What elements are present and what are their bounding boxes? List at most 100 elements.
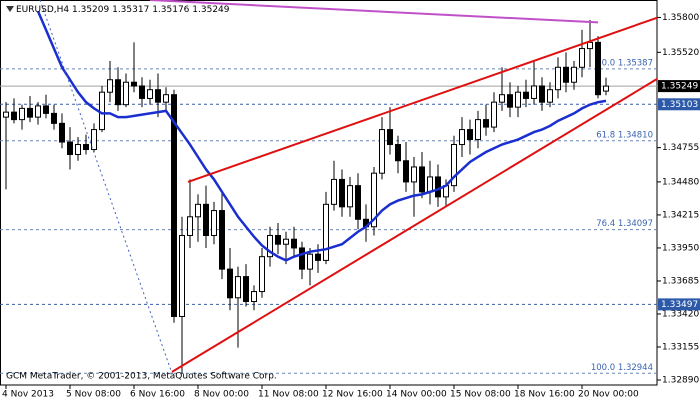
candle-body [251,291,257,303]
candle-body [291,238,297,249]
candle-body [19,107,25,121]
candle-body [347,185,353,208]
candle-body [3,111,9,118]
candle-body [259,256,265,293]
candle-body [195,203,201,218]
candle-body [483,119,489,128]
candle-body [539,85,545,103]
candle-body [467,129,473,141]
candle-body [203,203,209,236]
candle-body [131,81,137,87]
y-tick-label: 1.32890 [662,376,699,386]
candle-body [219,210,225,270]
candle-body [387,129,393,146]
x-tick-label: 8 Nov 00:00 [194,390,249,400]
candle-body [427,176,433,193]
candle-body [315,253,321,261]
candle-body [155,89,161,103]
candle-body [299,247,305,270]
candle-body [523,91,529,99]
candle-body [67,141,73,155]
level-badge-label: 1.33497 [661,300,698,310]
high-price: 1.35317 [112,5,149,15]
fib-label: 61.8 1.34810 [596,130,653,140]
candle-body [547,89,553,103]
y-tick-label: 1.34755 [662,143,699,153]
candle-body [339,178,345,208]
candle-body [267,234,273,258]
y-tick-label: 1.33155 [662,342,699,352]
fib-label: 50.0 1.35387 [596,58,653,68]
candle-body [43,105,49,114]
candle-body [107,79,113,93]
candle-body [403,160,409,183]
candle-body [395,144,401,162]
candle-body [59,122,65,143]
x-tick-label: 12 Nov 16:00 [322,390,383,400]
candle-body [139,85,145,99]
plot-frame [0,0,658,386]
candle-body [531,85,537,99]
y-tick-label: 1.35800 [662,13,699,23]
level-badge-label: 1.35103 [661,100,698,110]
candle-body [371,172,377,228]
x-tick-label: 20 Nov 00:00 [578,390,639,400]
x-tick-label: 15 Nov 08:00 [450,390,511,400]
trendline [149,0,599,24]
trendline [171,77,657,373]
candle-body [243,276,249,303]
candle-body [515,91,521,108]
candle-body [459,129,465,146]
trendline [39,0,173,374]
candle-body [91,129,97,151]
candle-body [171,94,177,317]
current-price-label: 1.35249 [661,82,698,92]
candle-body [603,85,609,92]
candle-body [51,112,57,124]
candle-body [507,94,513,108]
candle-body [323,203,329,261]
x-tick-label: 14 Nov 00:00 [386,390,447,400]
candle-body [75,144,81,155]
candle-body [435,176,441,198]
level-badge [658,298,700,311]
y-tick-label: 1.34215 [662,210,699,220]
candle-body [563,66,569,83]
candle-body [283,238,289,245]
candle-body [11,111,17,121]
y-tick-label: 1.33685 [662,276,699,286]
candle-body [187,216,193,236]
fib-label: 100.0 1.32944 [591,363,653,373]
candle-body [83,144,89,151]
candle-body [595,41,601,96]
fib-label: 76.4 1.34097 [596,219,653,229]
candle-body [475,119,481,141]
candle-body [211,210,217,236]
candle-body [419,166,425,193]
x-tick-label: 4 Nov 2013 [2,390,54,400]
x-tick-label: 11 Nov 08:00 [258,390,319,400]
candle-body [587,41,593,50]
candle-body [123,81,129,106]
open-price: 1.35209 [72,5,109,15]
header: EURUSD,H4 1.35209 1.35317 1.35176 1.3524… [16,5,230,15]
x-tick-label: 18 Nov 16:00 [514,390,575,400]
overlay: EURUSD,H4 1.35209 1.35317 1.35176 1.3524… [6,5,277,382]
candle-body [499,94,505,103]
candle-body [411,166,417,183]
symbol-icon [6,6,14,12]
candle-body [571,66,577,83]
plot-area: 50.0 1.35387 61.8 1.34810 76.4 1.34097 100.… [0,0,657,374]
y-tick-label: 1.34480 [662,177,699,187]
candle-body [235,276,241,299]
candle-body [227,268,233,299]
level-badge [658,98,700,111]
close-price: 1.35249 [192,5,229,15]
symbol: EURUSD,H4 [16,5,69,15]
current-price-badge [658,80,700,93]
y-tick-label: 1.35520 [662,48,699,58]
candle-body [331,178,337,205]
trendline [187,16,657,183]
footer: GCM MetaTrader, © 2001-2013, MetaQuotes … [6,372,277,382]
